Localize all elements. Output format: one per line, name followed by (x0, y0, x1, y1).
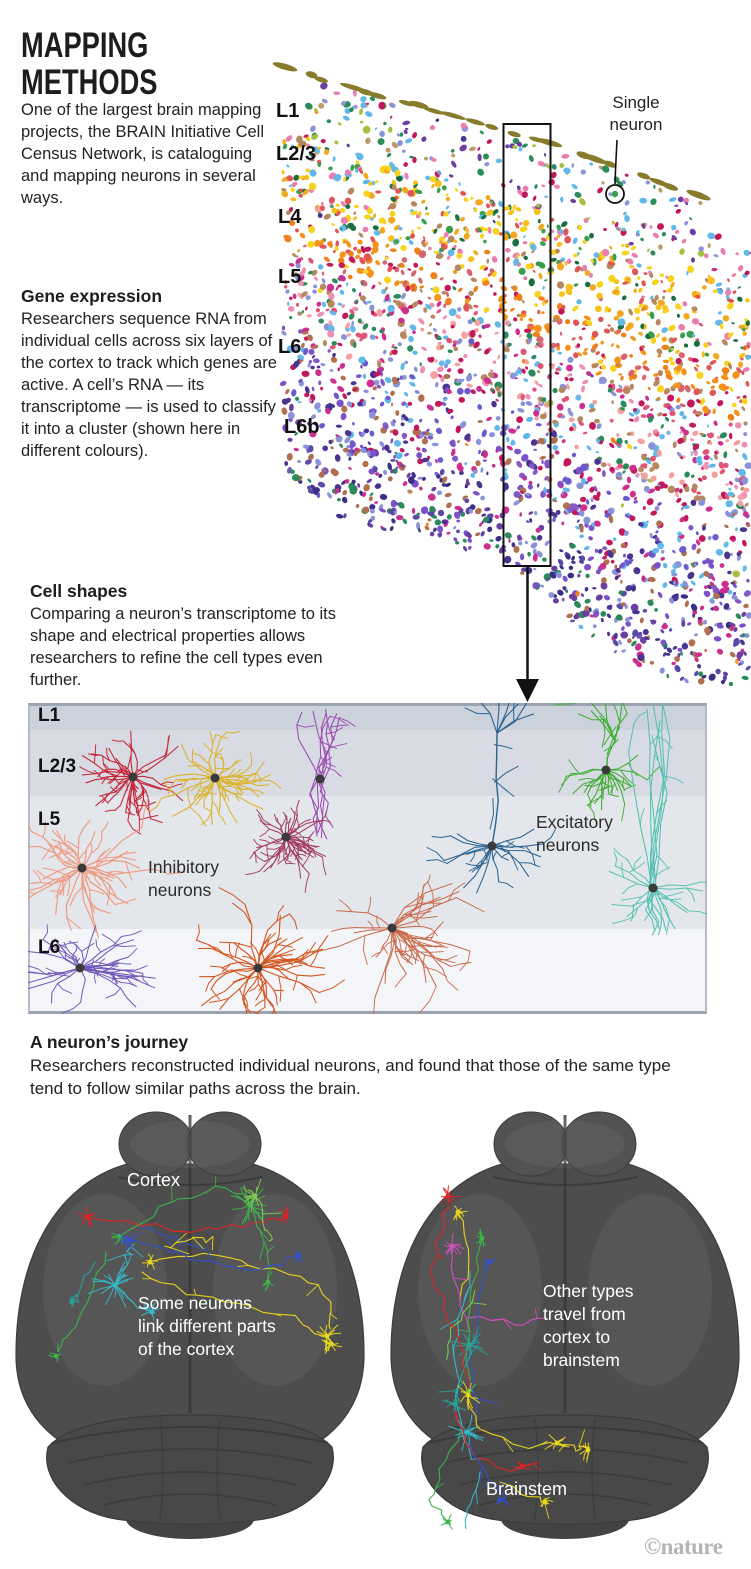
page-title: MAPPING METHODS (21, 26, 158, 102)
panel-label-l5: L5 (38, 809, 61, 830)
panel-label-l6: L6 (38, 937, 61, 958)
scatter-layer-label-l1: L1 (276, 100, 300, 122)
single-neuron-annotation: Single neuron (609, 93, 663, 134)
cell-shapes-heading: Cell shapes (30, 581, 128, 601)
panel-label-l1: L1 (38, 705, 61, 726)
panel-band-l23 (30, 730, 705, 796)
brain-journey-art (15, 1111, 740, 1539)
nature-credit: ©nature (644, 1534, 723, 1559)
brainstem-label: Brainstem (486, 1479, 568, 1499)
panel-band-l6 (30, 929, 705, 1011)
right-brain-caption: Other types travel from cortex to brains… (543, 1281, 634, 1370)
excitatory-neurons-label: Excitatory neurons (536, 812, 613, 855)
intro-text: One of the largest brain mapping project… (21, 101, 265, 207)
gene-expression-body: Researchers sequence RNA from individual… (21, 310, 277, 460)
cortex-label: Cortex (127, 1170, 181, 1190)
neuron-journey-heading: A neuron’s journey (30, 1032, 189, 1052)
neuron-journey-body: Researchers reconstructed individual neu… (30, 1056, 671, 1098)
scatter-layer-label-l4: L4 (278, 206, 302, 228)
gene-expression-heading: Gene expression (21, 286, 163, 306)
morphology-panel (28, 703, 707, 1014)
panel-band-l1 (30, 706, 705, 730)
inhibitory-neurons-label: Inhibitory neurons (148, 857, 220, 900)
scatter-layer-label-l5: L5 (278, 266, 302, 288)
scatter-layer-label-l6: L6 (278, 336, 302, 358)
scatter-layer-label-l6b: L6b (284, 416, 320, 438)
scatter-layer-label-l23: L2/3 (276, 143, 317, 165)
left-brain-caption: Some neurons link different parts of the… (138, 1293, 276, 1359)
cell-shapes-body: Comparing a neuron’s transcriptome to it… (30, 605, 337, 689)
panel-label-l23: L2/3 (38, 756, 77, 777)
